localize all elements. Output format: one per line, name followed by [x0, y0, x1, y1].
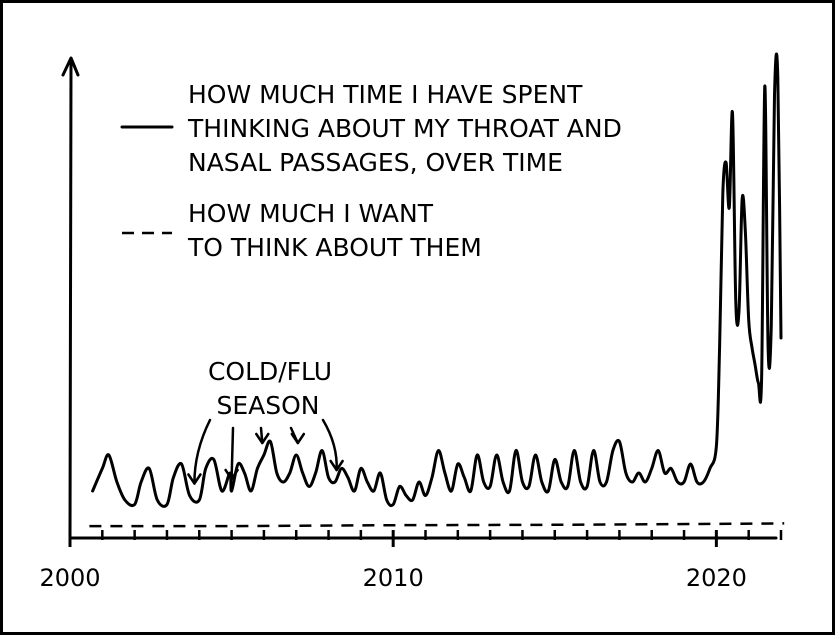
- legend-label-solid-line-1: HOW MUCH TIME I HAVE SPENT: [188, 80, 583, 109]
- legend-label-dashed-line-1: HOW MUCH I WANT: [188, 199, 434, 228]
- x-ticks: [68, 530, 783, 547]
- legend-label-solid-line-2: THINKING ABOUT MY THROAT AND: [187, 114, 622, 143]
- y-axis: [68, 60, 73, 540]
- annotation-cold-flu: COLD/FLU SEASON: [187, 357, 344, 485]
- legend-label-dashed-line-2: TO THINK ABOUT THEM: [187, 233, 482, 262]
- annotation-arrowhead: [255, 432, 270, 445]
- annotation-label-line-1: COLD/FLU: [208, 357, 332, 386]
- legend: HOW MUCH TIME I HAVE SPENT THINKING ABOU…: [120, 80, 622, 262]
- x-tick-label-2010: 2010: [363, 564, 424, 592]
- x-tick-label-2020: 2020: [686, 564, 747, 592]
- x-tick-label-2000: 2000: [39, 564, 100, 592]
- series-line-desired-thoughts: [89, 522, 785, 528]
- annotation-arrow: [230, 426, 235, 481]
- annotation-arrowhead: [290, 432, 306, 445]
- series-line-throat-thoughts: [91, 52, 783, 508]
- annotation-arrow: [321, 418, 338, 472]
- annotation-arrow: [193, 418, 212, 485]
- annotation-arrowhead: [329, 459, 344, 472]
- annotation-arrows: [187, 418, 344, 485]
- annotation-arrowhead: [187, 473, 202, 485]
- y-axis-arrow: [61, 56, 80, 77]
- legend-label-solid-line-3: NASAL PASSAGES, OVER TIME: [188, 148, 563, 177]
- annotation-label-line-2: SEASON: [216, 391, 319, 420]
- annotation-arrowhead: [224, 468, 239, 481]
- x-tick-labels: 2000 2010 2020: [39, 564, 746, 592]
